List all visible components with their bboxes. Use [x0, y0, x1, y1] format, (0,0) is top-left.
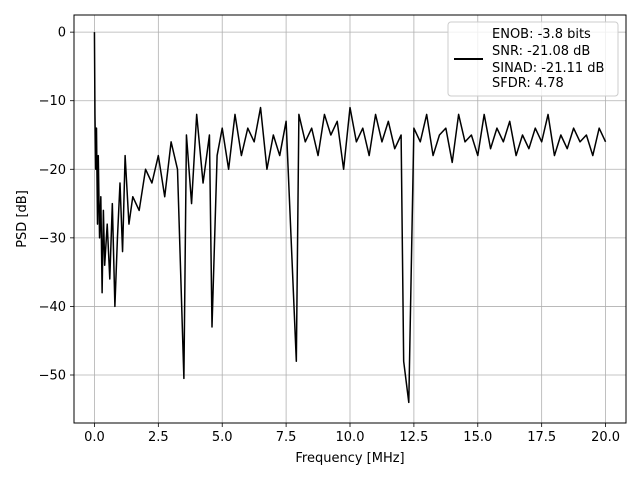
series-layer — [93, 32, 607, 404]
y-tick-label: −50 — [39, 369, 66, 384]
x-axis-label: Frequency [MHz] — [295, 451, 404, 466]
legend: ENOB: -3.8 bits SNR: -21.08 dB SINAD: -2… — [447, 21, 619, 97]
legend-entry-sfdr: SFDR: 4.78 — [492, 76, 564, 91]
y-axis-label: PSD [dB] — [15, 190, 30, 248]
y-tick-label: −40 — [39, 300, 66, 315]
x-tick-label: 5.0 — [212, 430, 233, 445]
legend-entry-enob: ENOB: -3.8 bits — [492, 27, 591, 42]
x-tick-label: 12.5 — [399, 430, 428, 445]
legend-box — [447, 21, 619, 97]
x-tick-label: 7.5 — [276, 430, 297, 445]
x-tick-label: 0.0 — [84, 430, 105, 445]
legend-entry-snr: SNR: -21.08 dB — [492, 44, 590, 59]
x-tick-label: 2.5 — [148, 430, 169, 445]
y-tick-label: −10 — [39, 94, 66, 109]
x-tick-label: 15.0 — [463, 430, 492, 445]
psd-series-line — [93, 32, 607, 404]
ticks: 0.0 2.5 5.0 7.5 10.0 12.5 15.0 17.5 20.0 0 −10 −20 −… — [39, 26, 620, 445]
x-tick-label: 17.5 — [527, 430, 556, 445]
y-tick-label: −20 — [39, 163, 66, 178]
x-tick-label: 10.0 — [336, 430, 365, 445]
y-tick-label: −30 — [39, 231, 66, 246]
legend-entry-sinad: SINAD: -21.11 dB — [492, 61, 604, 76]
y-tick-label: 0 — [58, 26, 66, 41]
x-tick-label: 20.0 — [591, 430, 620, 445]
